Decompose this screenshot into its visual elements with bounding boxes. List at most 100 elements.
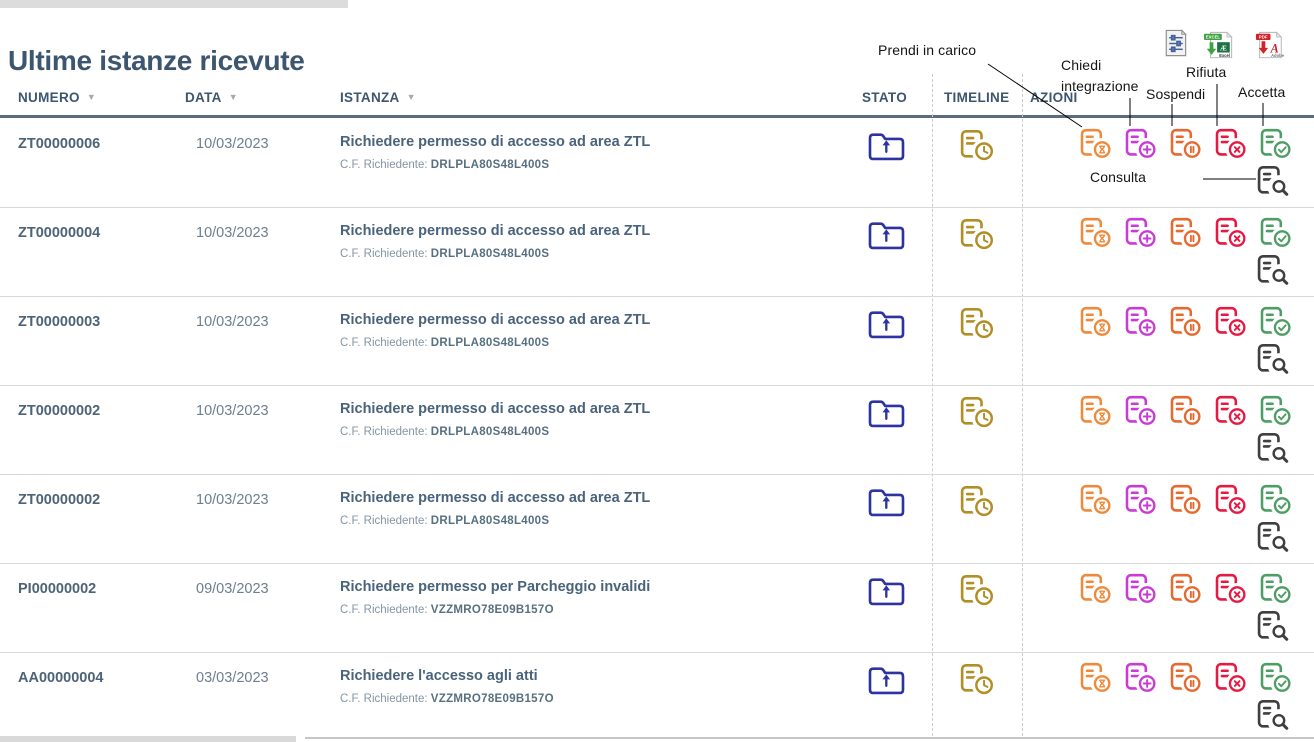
action-accetta-button[interactable] — [1260, 662, 1294, 696]
action-sospendi-button[interactable] — [1170, 395, 1204, 429]
action-rifiuta-button[interactable] — [1215, 573, 1249, 607]
action-consulta-button[interactable] — [1257, 343, 1292, 378]
action-chiedi-integrazione-button[interactable] — [1125, 573, 1159, 607]
action-rifiuta-button[interactable] — [1215, 662, 1249, 696]
row-number: ZT00000006 — [18, 136, 101, 152]
action-accetta-button[interactable] — [1260, 217, 1294, 251]
timeline-button[interactable] — [960, 129, 997, 164]
document-check-icon — [1260, 128, 1294, 162]
row-date: 10/03/2023 — [196, 403, 269, 419]
action-chiedi-integrazione-button[interactable] — [1125, 395, 1159, 429]
action-chiedi-integrazione-button[interactable] — [1125, 128, 1159, 162]
document-hourglass-icon — [1080, 217, 1114, 251]
document-pause-icon — [1170, 573, 1204, 607]
timeline-button[interactable] — [960, 663, 997, 698]
sort-down-icon[interactable]: ▼ — [406, 92, 416, 102]
action-accetta-button[interactable] — [1260, 128, 1294, 162]
action-sospendi-button[interactable] — [1170, 128, 1204, 162]
stato-folder-button[interactable] — [866, 218, 907, 251]
document-plus-icon — [1125, 128, 1159, 162]
document-hourglass-icon — [1080, 484, 1114, 518]
action-sospendi-button[interactable] — [1170, 484, 1204, 518]
action-consulta-button[interactable] — [1257, 432, 1292, 467]
annotation-consulta: Consulta — [1090, 169, 1147, 185]
stato-folder-button[interactable] — [866, 396, 907, 429]
timeline-button[interactable] — [960, 396, 997, 431]
action-prendi-in-carico-button[interactable] — [1080, 573, 1114, 607]
action-rifiuta-button[interactable] — [1215, 395, 1249, 429]
cf-value: DRLPLA80S48L400S — [430, 159, 550, 171]
action-rifiuta-button[interactable] — [1215, 306, 1249, 340]
action-sospendi-button[interactable] — [1170, 217, 1204, 251]
stato-folder-button[interactable] — [866, 485, 907, 518]
folder-upload-icon — [868, 222, 905, 250]
row-date: 09/03/2023 — [196, 581, 269, 597]
action-consulta-button[interactable] — [1257, 521, 1292, 556]
action-consulta-button[interactable] — [1257, 610, 1292, 645]
column-header-istanza[interactable]: ISTANZA ▼ — [340, 90, 416, 105]
action-prendi-in-carico-button[interactable] — [1080, 395, 1114, 429]
export-settings-button[interactable] — [1158, 28, 1191, 59]
action-accetta-button[interactable] — [1260, 484, 1294, 518]
pdf-icon: PDF A Adobe — [1255, 31, 1285, 58]
document-plus-icon — [1125, 662, 1159, 696]
action-chiedi-integrazione-button[interactable] — [1125, 217, 1159, 251]
action-chiedi-integrazione-button[interactable] — [1125, 662, 1159, 696]
stato-folder-button[interactable] — [866, 307, 907, 340]
action-chiedi-integrazione-button[interactable] — [1125, 306, 1159, 340]
document-x-icon — [1215, 662, 1249, 696]
document-x-icon — [1215, 573, 1249, 607]
action-consulta-button[interactable] — [1257, 165, 1292, 200]
cf-value: VZZMRO78E09B157O — [430, 604, 554, 616]
timeline-button[interactable] — [960, 485, 997, 520]
stato-folder-button[interactable] — [866, 574, 907, 607]
document-clock-icon — [960, 218, 997, 253]
sort-down-icon[interactable]: ▼ — [228, 92, 238, 102]
stato-folder-button[interactable] — [866, 129, 907, 162]
folder-upload-icon — [868, 133, 905, 161]
row-istanza-cell: Richiedere permesso di accesso ad area Z… — [340, 134, 840, 171]
excel-icon: EXCEL Æ Excel — [1204, 31, 1233, 58]
action-sospendi-button[interactable] — [1170, 306, 1204, 340]
action-rifiuta-button[interactable] — [1215, 128, 1249, 162]
action-rifiuta-button[interactable] — [1215, 484, 1249, 518]
action-accetta-button[interactable] — [1260, 395, 1294, 429]
action-prendi-in-carico-button[interactable] — [1080, 306, 1114, 340]
document-clock-icon — [960, 307, 997, 342]
action-prendi-in-carico-button[interactable] — [1080, 217, 1114, 251]
timeline-button[interactable] — [960, 574, 997, 609]
action-prendi-in-carico-button[interactable] — [1080, 128, 1114, 162]
action-rifiuta-button[interactable] — [1215, 217, 1249, 251]
stato-folder-button[interactable] — [866, 663, 907, 696]
cf-label: C.F. Richiedente: — [340, 515, 428, 527]
action-chiedi-integrazione-button[interactable] — [1125, 484, 1159, 518]
row-number: ZT00000002 — [18, 403, 101, 419]
document-search-icon — [1257, 165, 1292, 200]
export-excel-button[interactable]: EXCEL Æ Excel — [1201, 30, 1237, 60]
column-header-data[interactable]: DATA ▼ — [185, 90, 238, 105]
svg-text:A: A — [1270, 42, 1279, 56]
timeline-button[interactable] — [960, 307, 997, 342]
column-header-numero[interactable]: NUMERO ▼ — [18, 90, 97, 105]
document-search-icon — [1257, 254, 1292, 289]
svg-text:PDF: PDF — [1259, 35, 1268, 40]
action-sospendi-button[interactable] — [1170, 573, 1204, 607]
export-pdf-button[interactable]: PDF A Adobe — [1252, 30, 1288, 60]
action-sospendi-button[interactable] — [1170, 662, 1204, 696]
table-row: PI00000002 09/03/2023 Richiedere permess… — [0, 564, 1314, 653]
row-date: 10/03/2023 — [196, 314, 269, 330]
timeline-button[interactable] — [960, 218, 997, 253]
action-consulta-button[interactable] — [1257, 699, 1292, 734]
cf-value: DRLPLA80S48L400S — [430, 248, 550, 260]
action-accetta-button[interactable] — [1260, 573, 1294, 607]
column-header-stato: STATO — [862, 90, 907, 105]
bottom-scrollbar-remnant — [0, 736, 296, 742]
action-consulta-button[interactable] — [1257, 254, 1292, 289]
action-accetta-button[interactable] — [1260, 306, 1294, 340]
row-istanza-cell: Richiedere permesso di accesso ad area Z… — [340, 401, 840, 438]
sort-down-icon[interactable]: ▼ — [86, 92, 97, 102]
row-date: 03/03/2023 — [196, 670, 269, 686]
action-prendi-in-carico-button[interactable] — [1080, 662, 1114, 696]
action-prendi-in-carico-button[interactable] — [1080, 484, 1114, 518]
